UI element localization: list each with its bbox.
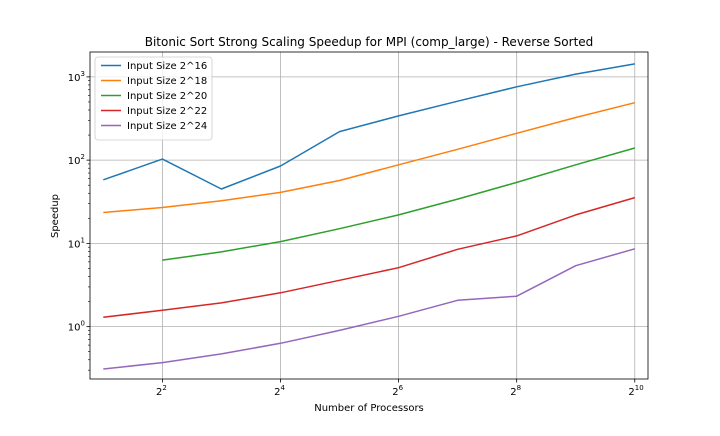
x-tick-label-exponent: 4 <box>280 384 285 392</box>
y-tick-label-exponent: 1 <box>81 236 85 244</box>
legend-label: Input Size 2^22 <box>127 106 207 117</box>
y-tick-label: 10 <box>68 156 81 167</box>
x-tick-label: 2 <box>628 387 634 398</box>
series-line-3 <box>162 147 636 261</box>
x-tick-label: 2 <box>510 387 516 398</box>
x-tick-label-exponent: 10 <box>635 384 644 392</box>
x-tick-label-exponent: 2 <box>162 384 166 392</box>
series-line-2 <box>103 101 635 214</box>
y-tick-label: 10 <box>68 73 81 84</box>
y-tick-label-exponent: 3 <box>81 70 85 78</box>
y-tick-label: 10 <box>68 239 81 250</box>
y-tick-label-exponent: 2 <box>81 153 85 161</box>
legend-label: Input Size 2^20 <box>127 91 207 102</box>
y-tick-label-exponent: 0 <box>81 320 85 328</box>
y-axis-label: Speedup <box>50 194 61 238</box>
x-tick-label-exponent: 6 <box>399 384 404 392</box>
x-tick-label: 2 <box>156 387 162 398</box>
series-line-4 <box>103 196 636 318</box>
series-lines <box>103 63 636 370</box>
legend-label: Input Size 2^18 <box>127 76 207 87</box>
x-tick-label: 2 <box>392 387 398 398</box>
legend: Input Size 2^16 Input Size 2^18 Input Size… <box>94 56 213 141</box>
plot-frame <box>89 51 649 380</box>
x-axis-label: Number of Processors <box>314 403 424 414</box>
chart-title: Bitonic Sort Strong Scaling Speedup for … <box>145 35 594 49</box>
legend-label: Input Size 2^16 <box>127 61 207 72</box>
x-tick-label: 2 <box>274 387 280 398</box>
series-line-5 <box>103 248 636 370</box>
y-tick-label: 10 <box>68 323 81 334</box>
legend-label: Input Size 2^24 <box>127 121 207 132</box>
series-line-1 <box>103 63 635 190</box>
x-tick-label-exponent: 8 <box>517 384 521 392</box>
legend-box <box>94 56 213 141</box>
